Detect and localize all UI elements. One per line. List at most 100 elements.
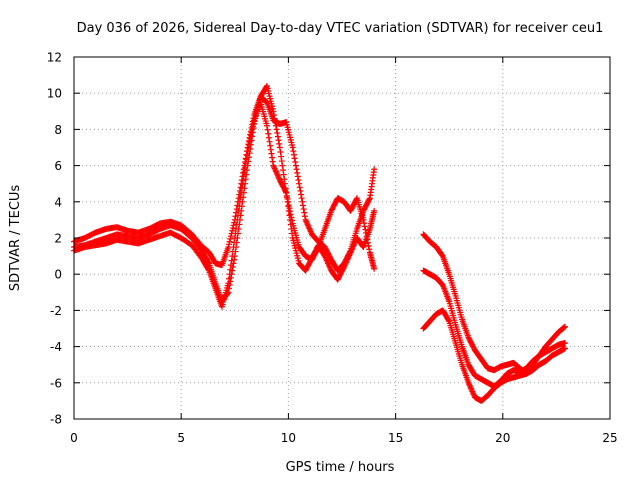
x-tick-label: 5: [177, 431, 185, 445]
axis-ticks: 0 5 10 15 20 25 -8 -6 -4 -2 0 2 4 6 8 10 12: [47, 51, 618, 446]
data-point: [281, 176, 288, 183]
data-point: [235, 207, 242, 214]
series-track-2: [71, 93, 378, 274]
data-point: [301, 213, 308, 220]
data-point: [296, 184, 303, 191]
data-point: [275, 137, 282, 144]
x-tick-label: 20: [495, 431, 510, 445]
data-point: [361, 223, 368, 230]
data-point: [346, 248, 353, 255]
data-point: [240, 173, 247, 180]
data-point: [284, 195, 291, 202]
data-point: [269, 158, 276, 165]
data-point: [249, 126, 256, 133]
x-tick-label: 0: [70, 431, 78, 445]
data-point: [288, 214, 295, 221]
y-tick-label: 8: [54, 123, 62, 137]
data-point: [205, 266, 212, 273]
data-point: [229, 248, 236, 255]
data-point: [292, 158, 299, 165]
data-point: [296, 180, 303, 187]
data-point: [353, 196, 360, 203]
data-point: [227, 262, 234, 269]
data-point: [289, 144, 296, 151]
data-point: [225, 280, 232, 287]
data-point: [371, 207, 378, 214]
data-point: [238, 185, 245, 192]
data-point: [363, 229, 370, 236]
data-point: [235, 212, 242, 219]
data-point: [269, 154, 276, 161]
data-point: [283, 189, 290, 196]
data-point: [238, 189, 245, 196]
x-axis-label: GPS time / hours: [286, 460, 395, 475]
data-point: [301, 209, 308, 216]
y-tick-label: -2: [50, 304, 62, 318]
data-point: [250, 120, 257, 127]
data-point: [229, 253, 236, 260]
y-tick-label: -4: [50, 340, 62, 354]
data-point: [268, 150, 275, 157]
data-point: [274, 130, 281, 137]
data-point: [285, 202, 292, 209]
data-point: [229, 227, 236, 234]
data-point: [276, 140, 283, 147]
data-point: [226, 238, 233, 245]
series-track-6: [420, 307, 568, 404]
data-point: [231, 239, 238, 246]
data-point: [278, 153, 285, 160]
data-point: [364, 239, 371, 246]
data-point: [561, 345, 568, 352]
data-point: [291, 155, 298, 162]
data-point: [361, 220, 368, 227]
data-point: [242, 155, 249, 162]
data-point: [241, 168, 248, 175]
data-point: [227, 266, 234, 273]
data-point: [242, 164, 249, 171]
data-point: [366, 246, 373, 253]
data-point: [244, 148, 251, 155]
data-point: [266, 138, 273, 145]
data-point: [299, 198, 306, 205]
data-point: [277, 149, 284, 156]
data-point: [278, 158, 285, 165]
data-point: [245, 145, 252, 152]
data-point: [561, 323, 568, 330]
data-point: [230, 222, 237, 229]
data-point: [290, 151, 297, 158]
y-tick-label: 10: [47, 87, 62, 101]
data-point: [366, 196, 373, 203]
data-point: [236, 203, 243, 210]
data-point: [286, 205, 293, 212]
data-point: [239, 181, 246, 188]
data-point: [230, 244, 237, 251]
data-point: [234, 216, 241, 223]
data-point: [276, 144, 283, 151]
data-point: [240, 177, 247, 184]
data-point: [263, 122, 270, 129]
data-point: [244, 152, 251, 159]
y-tick-label: 6: [54, 159, 62, 173]
data-point: [280, 167, 287, 174]
data-point: [297, 187, 304, 194]
y-tick-label: -6: [50, 376, 62, 390]
data-point: [229, 225, 236, 232]
data-point: [365, 242, 372, 249]
data-point: [226, 241, 233, 248]
y-tick-label: 12: [47, 51, 62, 65]
data-point: [561, 339, 568, 346]
data-point: [363, 233, 370, 240]
data-point: [280, 171, 287, 178]
data-point: [225, 244, 232, 251]
data-point: [285, 198, 292, 205]
y-tick-label: 4: [54, 195, 62, 209]
data-point: [247, 132, 254, 139]
data-point: [249, 123, 256, 130]
data-point: [248, 129, 255, 136]
x-tick-label: 25: [602, 431, 617, 445]
data-point: [364, 236, 371, 243]
data-point: [299, 202, 306, 209]
data-point: [242, 160, 249, 167]
data-point: [293, 166, 300, 173]
data-point: [237, 194, 244, 201]
